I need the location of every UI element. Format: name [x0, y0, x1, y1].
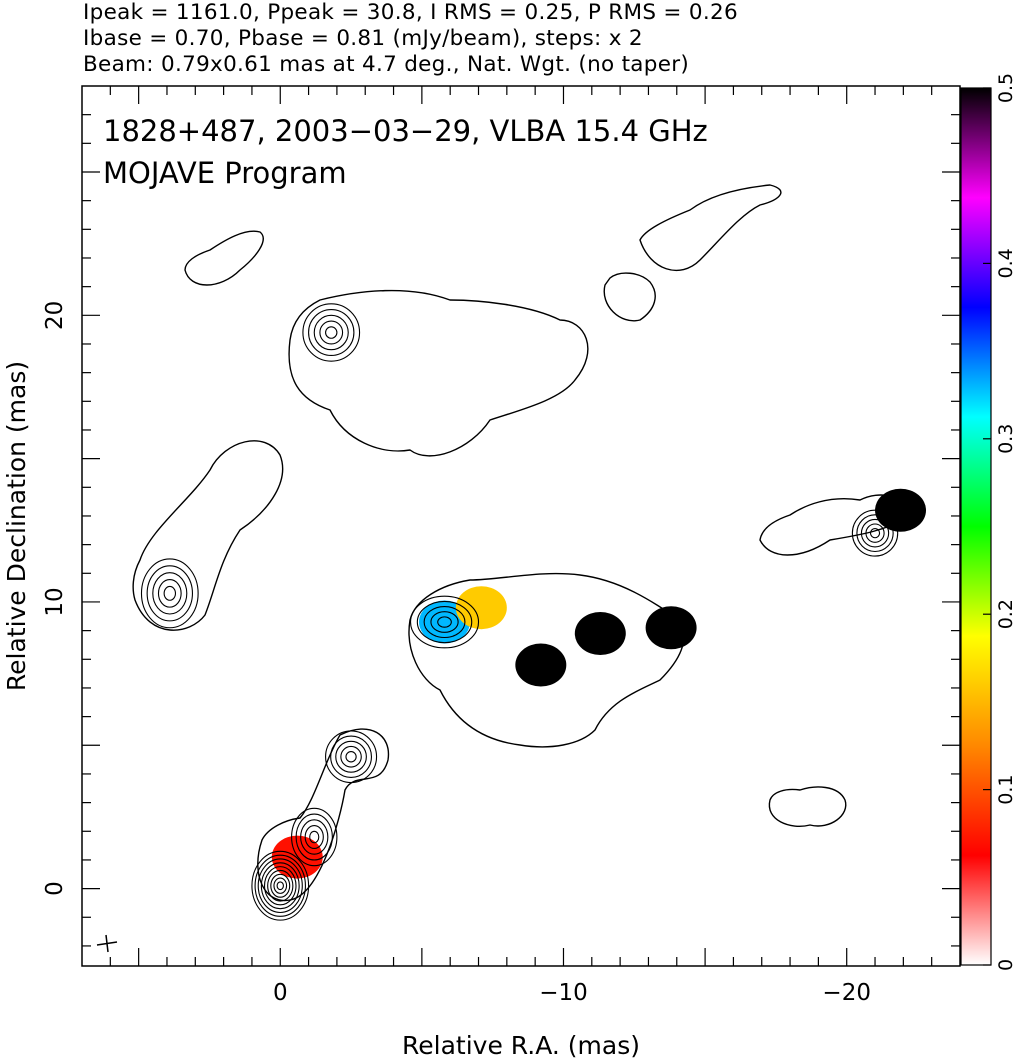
x-tick-label: −20 [822, 980, 871, 1006]
northwest-arc-contour [639, 184, 782, 271]
colorbar-ticks: 0 0.1 0.2 0.3 0.4 0.5 [983, 73, 1017, 971]
contour-east-lobe-level-1 [163, 585, 177, 601]
north-cloud-contour [288, 289, 589, 457]
y-tick-label: 10 [42, 587, 68, 616]
contour-core-level-5 [263, 866, 297, 906]
contour-knot-mid-level-5 [325, 730, 378, 784]
contour-knot-near-level-4 [295, 813, 333, 861]
contour-north-lobe-level-5 [302, 303, 361, 362]
axis-ticks [82, 86, 960, 966]
north-bridge-contour [184, 230, 264, 286]
contour-knot-mid-level-1 [345, 751, 357, 763]
contour-knot-near-level-3 [300, 819, 329, 855]
contour-central-cloud-level-4 [416, 600, 473, 644]
header-base-line: Ibase = 0.70, Pbase = 0.81 (mJy/beam), s… [83, 26, 643, 51]
contour-west-knot-level-2 [865, 523, 885, 543]
axis-tick-labels: 0 −10 −20 0 10 20 [42, 301, 871, 1006]
contour-central-cloud-level-3 [423, 605, 466, 639]
contour-knot-mid-level-3 [335, 740, 367, 773]
header-beam-line: Beam: 0.79x0.61 mas at 4.7 deg., Nat. Wg… [83, 52, 690, 77]
contour-layer [132, 184, 911, 902]
contour-north-lobe-level-4 [308, 309, 355, 356]
pol-blob-west-pol [875, 488, 927, 532]
colorbar-tick-label: 0.1 [995, 774, 1017, 804]
contour-central-cloud-level-2 [430, 611, 459, 633]
contour-core-level-3 [270, 873, 291, 898]
contour-north-lobe-level-1 [325, 326, 338, 339]
colorbar-tick-label: 0.2 [995, 599, 1017, 629]
east-jet-contour [132, 440, 284, 631]
core-contour-layer [140, 303, 899, 921]
map-subtitle: MOJAVE Program [103, 156, 347, 190]
contour-north-lobe-level-2 [319, 320, 344, 345]
plot-header: Ipeak = 1161.0, Ppeak = 30.8, I RMS = 0.… [83, 0, 1013, 78]
y-axis-title: Relative Declination (mas) [2, 361, 31, 691]
colorbar-tick-label: 0.4 [995, 248, 1017, 278]
contour-east-lobe-level-4 [146, 565, 194, 622]
contour-west-knot-level-5 [851, 509, 899, 557]
header-peak-line: Ipeak = 1161.0, Ppeak = 30.8, I RMS = 0.… [83, 0, 738, 25]
contour-knot-near-level-1 [309, 830, 320, 844]
contour-knot-mid-level-2 [340, 745, 362, 768]
contour-knot-near-level-5 [291, 807, 338, 867]
pol-blob-cloud-pol-e [645, 606, 697, 650]
map-title: 1828+487, 2003−03−29, VLBA 15.4 GHz [103, 114, 708, 148]
y-tick-label: 0 [42, 881, 68, 896]
pol-blob-cloud-pol-d [574, 611, 626, 655]
plot-frame [81, 85, 961, 967]
contour-core-level-4 [267, 869, 294, 902]
x-tick-label: −10 [539, 980, 588, 1006]
x-axis-title: Relative R.A. (mas) [402, 1031, 640, 1060]
southwest-blob-contour [768, 786, 847, 827]
northwest-blob-contour [603, 272, 656, 322]
contour-core-level-8 [254, 854, 306, 917]
polarization-layer [271, 488, 927, 879]
y-tick-label: 20 [42, 301, 68, 330]
contour-core-level-6 [260, 862, 300, 910]
colorbar-tick-label: 0.5 [995, 73, 1017, 103]
x-tick-label: 0 [273, 980, 288, 1006]
contour-core-level-2 [273, 877, 288, 894]
contour-core-level-1 [276, 881, 284, 891]
contour-west-knot-level-1 [869, 528, 881, 539]
pol-blob-cloud-pol-c [515, 643, 567, 687]
contour-north-lobe-level-3 [313, 314, 349, 351]
pol-blob-cloud-pol-b [455, 586, 507, 630]
contour-knot-mid-level-4 [330, 735, 373, 778]
contour-knot-near-level-2 [304, 824, 324, 850]
contour-east-lobe-level-3 [152, 572, 188, 615]
contour-central-cloud-level-1 [437, 616, 452, 628]
contour-core-level-9 [251, 850, 310, 921]
contour-core-level-7 [257, 858, 303, 914]
pol-blob-core-pol [271, 835, 323, 879]
colorbar [960, 87, 992, 966]
contour-east-lobe-level-5 [140, 558, 199, 629]
colorbar-tick-label: 0 [995, 959, 1017, 971]
colorbar-tick-label: 0.3 [995, 424, 1017, 454]
contour-east-lobe-level-2 [157, 579, 182, 608]
contour-west-knot-level-3 [860, 518, 890, 548]
contour-west-knot-level-4 [856, 514, 894, 553]
central-cloud-contour [408, 572, 685, 748]
contour-central-cloud-level-5 [409, 595, 480, 649]
beam-marker [96, 934, 118, 953]
